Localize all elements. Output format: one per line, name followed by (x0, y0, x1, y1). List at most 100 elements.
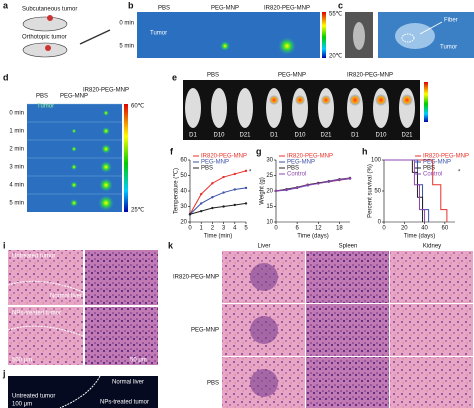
luminescence (349, 94, 361, 106)
tumor-dot (45, 45, 51, 51)
marker (211, 206, 214, 210)
series-line (189, 170, 247, 215)
x-tick-label: 2 (211, 226, 215, 232)
scale-label: 25℃ (131, 208, 145, 214)
label: NPs-treated tumor (100, 400, 149, 406)
y-tick-label: 0 (378, 220, 382, 226)
x-tick-label: 6 (295, 226, 299, 232)
y-tick-label: 100 (371, 158, 382, 164)
panel-label: a (3, 0, 9, 10)
histology (306, 304, 389, 356)
mouse (292, 88, 308, 128)
hotspot (98, 195, 114, 211)
boundary (7, 280, 84, 337)
column-label: PEG-MNP (278, 73, 306, 79)
panel-label: h (362, 146, 368, 156)
y-tick-label: 15 (266, 204, 273, 210)
series-line (189, 202, 247, 215)
x-tick-label: 5 (244, 226, 248, 232)
tumor-outline (401, 33, 415, 43)
luminescence (375, 94, 387, 106)
series-line (384, 159, 424, 222)
hotspot (100, 161, 112, 173)
legend-label: IR820-PEG-MNP (287, 154, 333, 160)
x-tick-label: 3 (222, 226, 226, 232)
mouse (237, 88, 253, 128)
mouse (22, 16, 68, 32)
marker (211, 196, 214, 199)
panel-label: e (172, 72, 177, 82)
day-label: D1 (351, 133, 359, 139)
marker (306, 183, 309, 187)
marker (317, 182, 320, 185)
follicle (250, 369, 278, 397)
hotspot (220, 41, 230, 51)
marker (338, 178, 341, 181)
legend-label: PBS (423, 166, 435, 172)
hotspot (103, 110, 109, 116)
label: Tumor (440, 45, 457, 51)
hotspot (70, 163, 78, 171)
hotspot (278, 37, 296, 55)
label: Orthotopic tumor (22, 35, 67, 41)
legend-label: PBS (201, 166, 213, 172)
series-line (189, 187, 247, 215)
marker (222, 191, 225, 194)
syringe (79, 29, 111, 45)
marker (222, 205, 225, 208)
boundary (59, 375, 101, 408)
column-label: IR820-PEG-MNP (264, 6, 310, 12)
column-label: PBS (36, 94, 48, 100)
marker (233, 203, 236, 207)
annotation: * (249, 170, 252, 176)
panels: Subcutaneous tumor Orthotopic tumor PBS … (7, 6, 474, 408)
colorbar (424, 82, 428, 122)
row-label: 0 min (119, 21, 134, 27)
row-label: 2 min (9, 147, 24, 153)
marker (233, 188, 236, 191)
luminescence (321, 95, 331, 105)
marker (200, 209, 203, 213)
column-label: PEG-MNP (211, 6, 239, 12)
y-axis-label: Weight (g) (260, 177, 266, 205)
y-axis-label: Temperature (℃) (174, 168, 180, 214)
hotspot (101, 144, 111, 154)
day-label: D10 (294, 133, 306, 139)
luminescence (295, 95, 305, 105)
hotspot (71, 128, 77, 134)
row-label: 3 min (9, 165, 24, 171)
legend-label: IR820-PEG-MNP (423, 154, 469, 160)
y-tick-label: 30 (266, 158, 273, 164)
series-line (384, 159, 430, 222)
x-tick-label: 0 (188, 226, 192, 232)
label: NPs-treated tumor (12, 311, 61, 317)
legend-label: Control (287, 172, 306, 178)
x-axis-label: Time (days) (404, 234, 435, 240)
marker (348, 177, 352, 180)
x-tick-label: 60 (442, 226, 449, 232)
y-axis-label: Percent survival (%) (368, 164, 374, 218)
y-tick-label: 20 (180, 220, 187, 226)
panel-label: b (128, 0, 134, 10)
legend-label: PEG-MNP (201, 160, 229, 166)
y-tick-label: 30 (180, 204, 187, 210)
y-tick-label: 20 (266, 189, 273, 195)
histology (306, 251, 389, 303)
scale-bar: 500 μm (12, 358, 32, 364)
label: Normal liver (50, 294, 82, 300)
column-label: PBS (207, 73, 219, 79)
row-label: 1 min (9, 129, 24, 135)
column-label: PEG-MNP (60, 94, 88, 100)
y-tick-label: 60 (180, 158, 187, 164)
legend-label: Control (423, 172, 442, 178)
legend-label: PEG-MNP (287, 160, 315, 166)
histology (85, 307, 158, 365)
row-label: 0 min (9, 111, 24, 117)
colorbar (322, 12, 326, 58)
marker (327, 180, 331, 183)
y-tick-label: 10 (266, 220, 273, 226)
tumor-label: Tumor (37, 104, 54, 110)
y-tick-label: 50 (374, 189, 381, 195)
marker (211, 182, 214, 185)
